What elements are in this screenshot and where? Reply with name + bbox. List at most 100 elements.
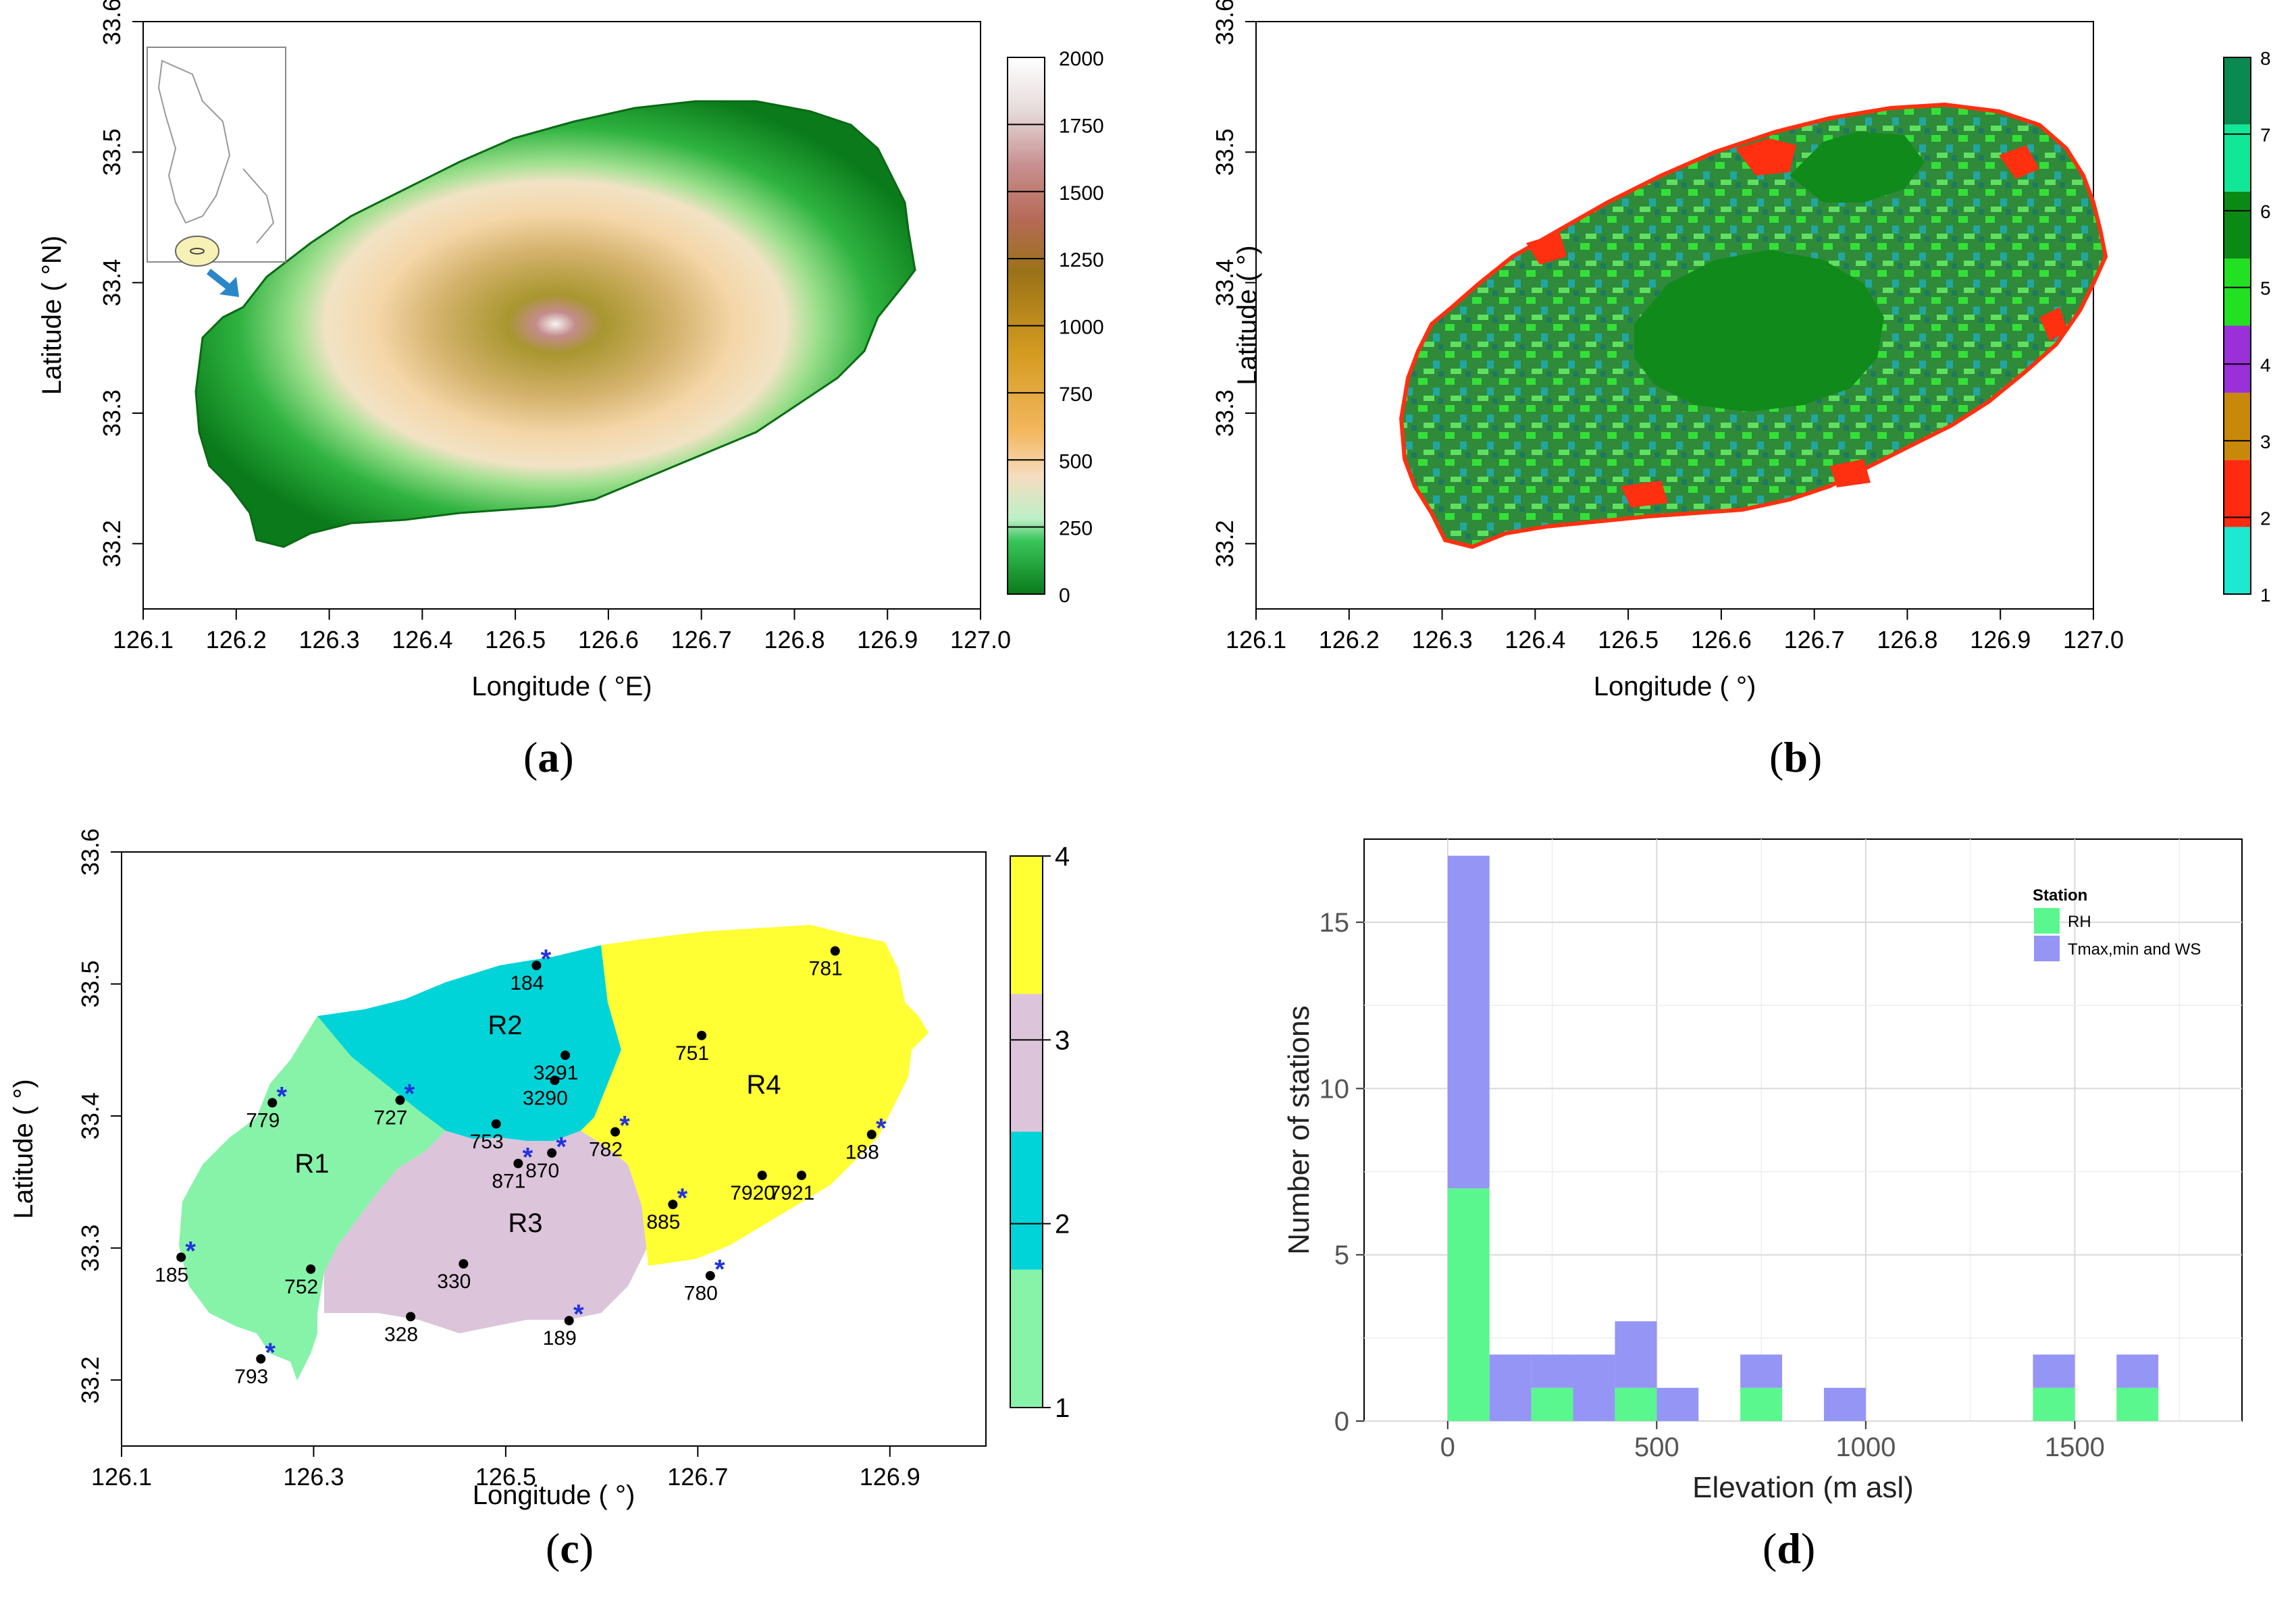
station-point xyxy=(560,1050,571,1061)
colorbar-tick-label: 4 xyxy=(2260,354,2271,375)
bar-tmax-min-ws xyxy=(1615,1321,1657,1388)
x-tick-label: 126.1 xyxy=(91,1463,152,1491)
region-label-r4: R4 xyxy=(746,1070,781,1100)
panel-b-x-axis: 126.1 126.2 126.3 126.4 126.5 126.6 126.7 126.8… xyxy=(1226,609,2124,653)
x-tick-label: 126.5 xyxy=(1598,626,1659,653)
region-r4 xyxy=(581,925,929,1266)
x-tick-label: 126.7 xyxy=(667,1463,728,1491)
x-tick-label: 1000 xyxy=(1835,1433,1896,1462)
station-label: 793 xyxy=(234,1366,268,1388)
panel-d-ylabel: Number of stations xyxy=(1282,1005,1315,1254)
panel-d: 0 500 1000 1500 0 5 10 15 Elevation (m asl) Nu… xyxy=(1148,800,2296,1601)
bar-rh xyxy=(2033,1387,2075,1421)
station-point xyxy=(406,1312,416,1322)
x-tick-label: 126.3 xyxy=(299,626,360,653)
station-star-icon: * xyxy=(185,1236,196,1266)
legend-label-rh: RH xyxy=(2068,913,2091,931)
station-point xyxy=(550,1075,560,1086)
x-tick-label: 126.4 xyxy=(1505,626,1565,653)
colorbar-tick-label: 3 xyxy=(1055,1025,1070,1055)
panel-b-colorbar: 1 2 3 4 5 6 7 8 xyxy=(2223,48,2271,606)
bar-rh xyxy=(1740,1387,1783,1421)
x-tick-label: 126.8 xyxy=(764,626,825,653)
station-point xyxy=(547,1148,557,1158)
station-star-icon: * xyxy=(876,1113,887,1143)
station-label: 752 xyxy=(284,1276,318,1298)
station-label: 779 xyxy=(246,1110,280,1132)
station-point xyxy=(757,1171,767,1181)
station-label: 3290 xyxy=(523,1087,568,1109)
inset-arrow-icon xyxy=(207,269,239,297)
region-label-r3: R3 xyxy=(508,1208,542,1238)
y-tick-label: 5 xyxy=(1334,1241,1349,1271)
colorbar-tick-label: 6 xyxy=(2260,201,2271,222)
bar-tmax-min-ws xyxy=(2033,1354,2075,1388)
station-star-icon: * xyxy=(556,1132,567,1162)
legend-title: Station xyxy=(2033,886,2087,905)
panel-a-y-axis: 33.2 33.3 33.4 33.5 33.6 xyxy=(98,0,143,567)
station-label: 780 xyxy=(684,1283,718,1305)
location-inset xyxy=(147,47,286,297)
panel-c-colorbar: 1 2 3 4 xyxy=(1010,842,1070,1423)
station-label: 871 xyxy=(492,1171,525,1193)
colorbar-tick-label: 1250 xyxy=(1059,249,1104,271)
landcover-map: 126.1 126.2 126.3 126.4 126.5 126.6 126.7 126.8… xyxy=(1211,0,2271,701)
station-label: 189 xyxy=(543,1327,577,1349)
station-point xyxy=(491,1119,501,1129)
regions-map: R1 R2 R3 R4 *18478175132913290*779*72775… xyxy=(9,828,1070,1510)
x-tick-label: 126.1 xyxy=(1226,626,1286,653)
bar-rh xyxy=(2116,1387,2159,1421)
bar-tmax-min-ws xyxy=(1531,1354,1573,1388)
panel-b-xlabel: Longitude ( °) xyxy=(1594,672,1756,701)
x-tick-label: 126.9 xyxy=(1970,626,2031,653)
station-point xyxy=(668,1200,678,1210)
station-label: 7920 xyxy=(730,1182,775,1204)
panel-a-xlabel: Longitude ( °E) xyxy=(471,672,652,701)
colorbar-tick-label: 4 xyxy=(1055,842,1070,872)
colorbar-tick-label: 1500 xyxy=(1059,182,1104,205)
bar-tmax-min-ws xyxy=(1656,1387,1699,1421)
x-tick-label: 126.9 xyxy=(857,626,918,653)
bar-rh xyxy=(1531,1387,1573,1421)
panel-a-x-axis: 126.1 126.2 126.3 126.4 126.5 126.6 126.7 126.8… xyxy=(113,609,1011,653)
colorbar-tick-label: 2000 xyxy=(1059,48,1104,70)
panel-c-xlabel: Longitude ( °) xyxy=(473,1480,635,1510)
jeju-elevation-island xyxy=(194,100,916,548)
panel-d-xlabel: Elevation (m asl) xyxy=(1692,1471,1914,1504)
x-tick-label: 126.8 xyxy=(1877,626,1937,653)
station-point xyxy=(256,1354,266,1364)
x-tick-label: 126.2 xyxy=(206,626,267,653)
caption-a: (a) xyxy=(523,733,574,781)
colorbar-region-4 xyxy=(1010,856,1043,994)
region-r3 xyxy=(324,1131,648,1333)
colorbar-class-6 xyxy=(2224,191,2251,259)
x-tick-label: 126.7 xyxy=(1784,626,1845,653)
station-star-icon: * xyxy=(677,1183,688,1213)
station-point xyxy=(513,1158,523,1169)
y-tick-label: 33.6 xyxy=(76,828,104,876)
y-tick-label: 0 xyxy=(1334,1407,1349,1437)
region-r2 xyxy=(317,945,621,1141)
station-star-icon: * xyxy=(573,1300,584,1329)
station-star-icon: * xyxy=(265,1338,276,1368)
bar-tmax-min-ws xyxy=(1823,1387,1866,1421)
bar-rh xyxy=(1447,1188,1490,1421)
y-tick-label: 33.5 xyxy=(76,961,104,1008)
panel-c: R1 R2 R3 R4 * 184 781 751 3291 3290 * 779 * 727 75… xyxy=(0,800,1148,1601)
bar-tmax-min-ws xyxy=(1740,1354,1783,1388)
bar-tmax-min-ws xyxy=(2116,1354,2159,1388)
station-point xyxy=(697,1030,707,1040)
colorbar-region-2 xyxy=(1010,1131,1043,1270)
station-label: 184 xyxy=(510,972,544,994)
x-tick-label: 127.0 xyxy=(2063,626,2124,653)
x-tick-label: 127.0 xyxy=(950,626,1011,653)
station-star-icon: * xyxy=(541,944,552,974)
caption-d: (d) xyxy=(1763,1524,1816,1572)
station-label: 330 xyxy=(437,1271,471,1293)
station-star-icon: * xyxy=(405,1079,415,1109)
colorbar-tick-label: 3 xyxy=(2260,431,2271,452)
station-label: 885 xyxy=(646,1211,680,1233)
station-label: 188 xyxy=(845,1141,879,1163)
panel-c-x-axis: 126.1 126.3 126.5 126.7 126.9 xyxy=(91,1446,920,1491)
station-star-icon: * xyxy=(619,1111,630,1141)
